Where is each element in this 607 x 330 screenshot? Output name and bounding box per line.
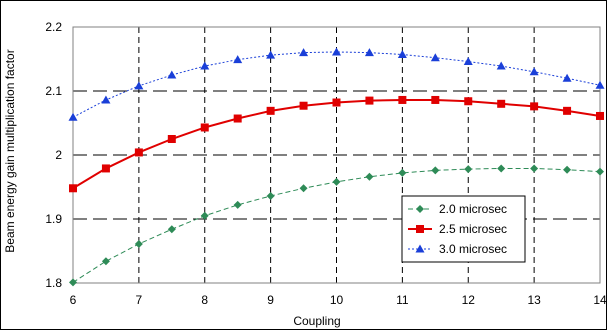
data-point — [266, 191, 275, 200]
data-point — [299, 48, 309, 57]
y-tick-labels: 1.8 1.9 2 2.1 2.2 — [45, 20, 62, 290]
x-tick-label: 14 — [593, 293, 607, 307]
data-point — [529, 67, 539, 76]
legend-swatch-marker — [415, 244, 425, 253]
series-2-0-microsec — [69, 164, 604, 287]
data-point — [69, 184, 77, 193]
data-point — [397, 50, 407, 59]
legend-entry-label: 3.0 microsec — [439, 242, 507, 256]
series-3-0-microsec — [68, 47, 605, 121]
x-tick-label: 12 — [462, 293, 476, 307]
data-point — [167, 135, 176, 143]
data-point — [496, 61, 506, 70]
data-point — [233, 114, 242, 123]
data-point — [200, 211, 209, 220]
data-point — [134, 239, 143, 248]
y-tick-label: 2.1 — [45, 84, 62, 98]
data-point — [596, 111, 604, 120]
data-point — [398, 95, 407, 104]
x-tick-label: 9 — [267, 293, 274, 307]
data-point — [68, 112, 78, 121]
data-point — [134, 81, 144, 90]
data-point — [101, 95, 111, 104]
data-point — [530, 164, 539, 173]
y-axis-title: Beam energy gain multiplication factor — [3, 49, 17, 252]
legend: 2.0 microsec 2.5 microsec 3.0 microsec — [401, 195, 526, 263]
data-point — [497, 164, 506, 173]
data-point — [332, 177, 341, 186]
x-tick-label: 11 — [396, 293, 409, 307]
x-tick-label: 6 — [70, 293, 77, 307]
data-point — [134, 148, 143, 157]
data-point — [299, 101, 308, 110]
data-point — [596, 167, 604, 176]
y-tick-label: 1.9 — [45, 212, 62, 226]
legend-swatch-marker — [416, 205, 424, 213]
data-point — [299, 184, 308, 193]
data-point — [431, 166, 440, 175]
x-tick-label: 10 — [330, 293, 344, 307]
legend-swatch-marker — [416, 225, 424, 233]
data-point — [266, 106, 275, 115]
y-tick-label: 2 — [55, 148, 62, 162]
x-axis-title: Coupling — [293, 314, 340, 328]
x-tick-label: 13 — [527, 293, 541, 307]
data-point — [365, 96, 374, 105]
data-point — [595, 80, 605, 89]
x-tick-labels: 6 7 8 9 10 11 12 13 14 — [70, 293, 607, 307]
data-point — [563, 165, 572, 174]
data-point — [562, 73, 572, 82]
y-tick-label: 1.8 — [45, 276, 62, 290]
series-layer — [68, 47, 605, 287]
data-point — [430, 53, 440, 62]
data-point — [233, 55, 243, 64]
data-point — [200, 123, 209, 132]
data-point — [463, 57, 473, 66]
data-point — [563, 106, 572, 115]
data-point — [167, 225, 176, 234]
series-2-5-microsec — [69, 95, 604, 193]
data-point — [364, 48, 374, 57]
data-point — [464, 97, 473, 106]
data-point — [266, 50, 276, 59]
data-point — [332, 98, 341, 107]
data-point — [431, 95, 440, 104]
legend-entry-label: 2.0 microsec — [439, 202, 507, 216]
data-point — [167, 70, 177, 79]
data-point — [200, 61, 210, 70]
data-point — [530, 102, 539, 111]
data-point — [69, 278, 77, 287]
x-tick-label: 8 — [201, 293, 208, 307]
plot-area-border — [72, 26, 601, 284]
series-line — [72, 51, 601, 118]
data-point — [464, 165, 473, 174]
legend-entry-label: 2.5 microsec — [439, 222, 507, 236]
data-point — [365, 172, 374, 181]
x-tick-label: 7 — [136, 293, 143, 307]
data-point — [233, 200, 242, 209]
data-point — [101, 164, 110, 173]
data-point — [332, 47, 341, 56]
data-point — [497, 99, 506, 108]
y-tick-label: 2.2 — [45, 20, 62, 34]
data-point — [101, 257, 110, 266]
data-point — [398, 168, 407, 177]
